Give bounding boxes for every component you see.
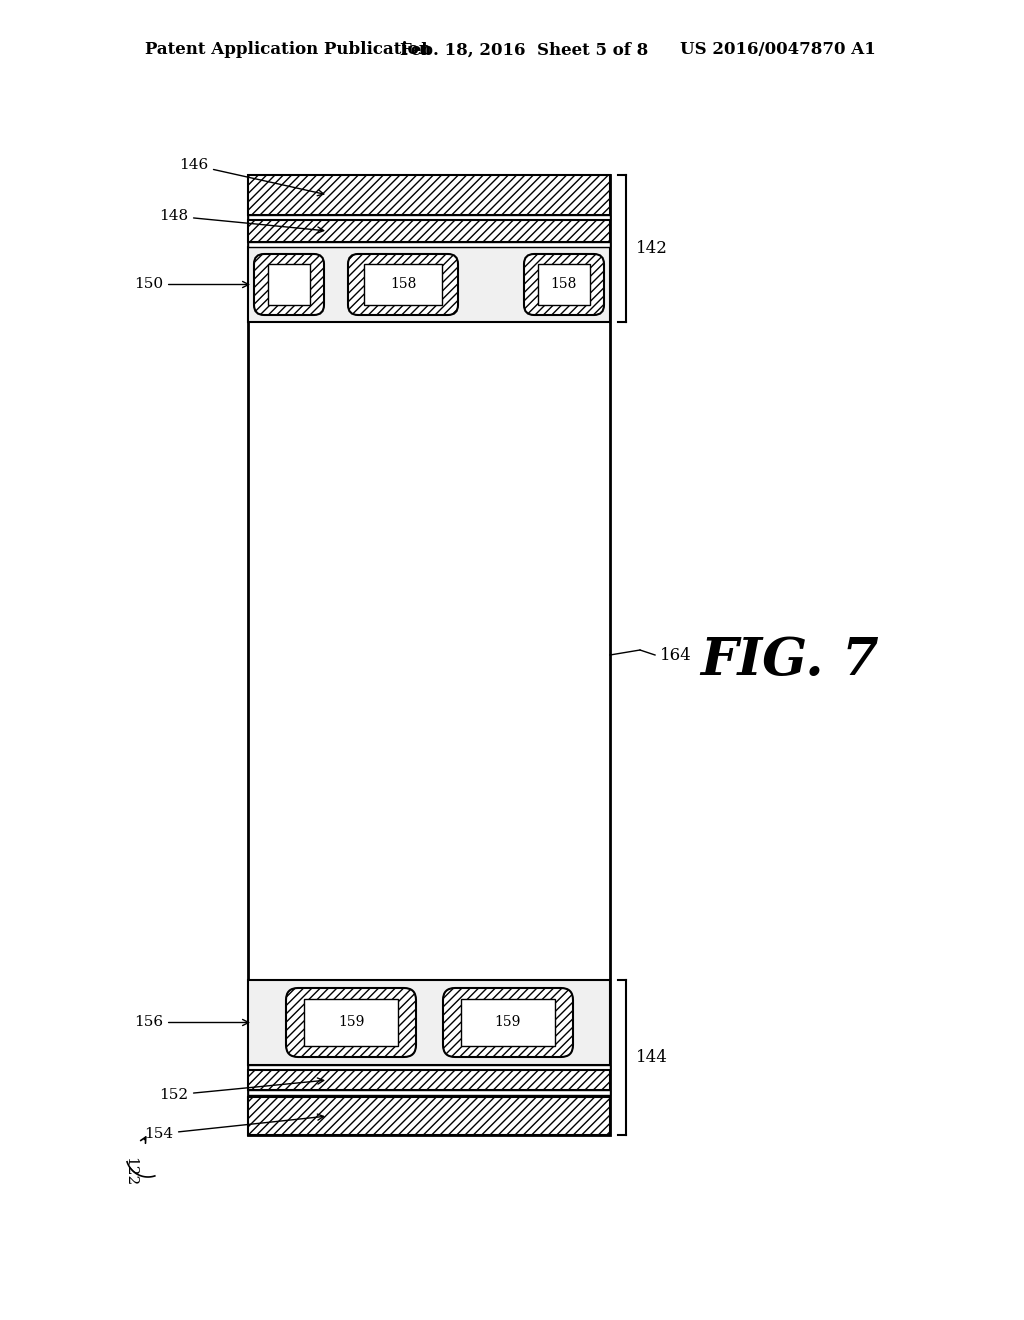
Bar (248, 1097, 610, 1135)
Text: Patent Application Publication: Patent Application Publication (145, 41, 431, 58)
Text: 158: 158 (551, 277, 578, 292)
FancyBboxPatch shape (254, 253, 324, 315)
FancyBboxPatch shape (443, 987, 573, 1057)
Text: 159: 159 (338, 1015, 365, 1030)
Bar (248, 1090, 610, 1096)
Bar (538, 264, 590, 305)
Bar (364, 264, 442, 305)
Text: 150: 150 (134, 277, 249, 292)
Bar (248, 242, 610, 247)
Bar (248, 215, 610, 220)
Text: 158: 158 (390, 277, 416, 292)
Bar (268, 264, 310, 305)
Text: 164: 164 (660, 647, 692, 664)
Bar (248, 220, 610, 242)
Text: 154: 154 (144, 1114, 324, 1140)
Text: Feb. 18, 2016  Sheet 5 of 8: Feb. 18, 2016 Sheet 5 of 8 (400, 41, 648, 58)
Text: US 2016/0047870 A1: US 2016/0047870 A1 (680, 41, 876, 58)
Text: 144: 144 (636, 1049, 668, 1067)
Text: 122: 122 (123, 1158, 137, 1187)
Bar (304, 999, 398, 1045)
Bar (248, 247, 610, 322)
FancyBboxPatch shape (348, 253, 458, 315)
Text: 156: 156 (134, 1015, 249, 1030)
Bar (248, 1071, 610, 1090)
FancyBboxPatch shape (524, 253, 604, 315)
Bar (248, 176, 610, 215)
Text: 152: 152 (159, 1078, 324, 1102)
Bar (248, 176, 610, 1135)
Text: 146: 146 (179, 158, 324, 195)
Bar (248, 979, 610, 1065)
Text: FIG. 7: FIG. 7 (700, 635, 880, 685)
Bar (461, 999, 555, 1045)
FancyBboxPatch shape (286, 987, 416, 1057)
Text: 159: 159 (495, 1015, 521, 1030)
Text: 148: 148 (159, 209, 324, 234)
Text: 142: 142 (636, 240, 668, 257)
Bar (248, 1065, 610, 1071)
